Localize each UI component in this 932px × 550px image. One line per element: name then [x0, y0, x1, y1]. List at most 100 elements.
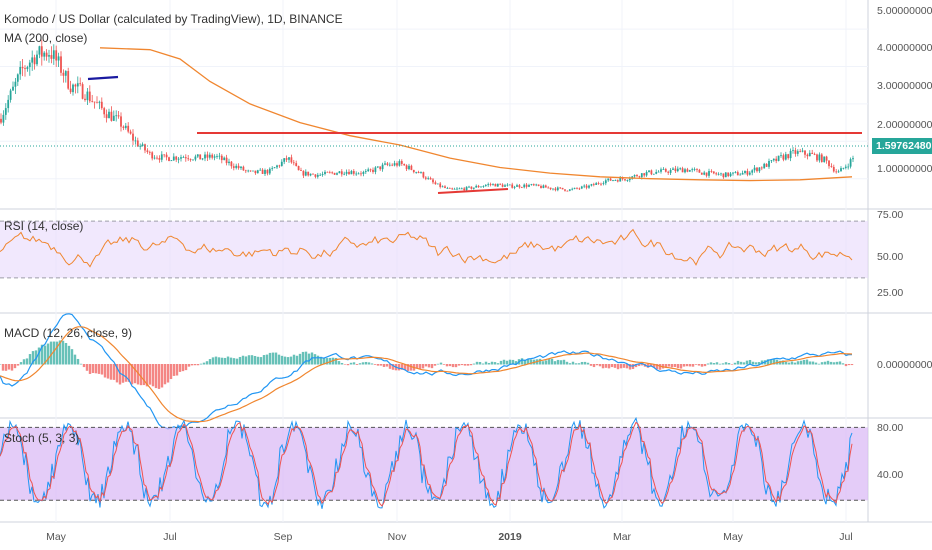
macd-histogram-bar [322, 358, 326, 365]
macd-histogram-bar [670, 364, 674, 368]
macd-histogram-bar [97, 364, 101, 374]
candle-body [648, 170, 650, 172]
price-pane[interactable] [0, 39, 868, 194]
candle-body [739, 174, 742, 176]
candle-body [741, 172, 744, 175]
candle-body [309, 173, 312, 176]
candle-body [681, 168, 684, 173]
candle-body [326, 171, 329, 173]
signal-line [0, 326, 853, 423]
macd-histogram-bar [127, 364, 131, 382]
candle-body [777, 155, 780, 161]
macd-histogram-bar [340, 362, 344, 365]
macd-histogram-bar [832, 362, 836, 365]
candle-body [616, 180, 619, 182]
candle-body [360, 173, 362, 175]
candle-body [453, 188, 456, 190]
candle-body [108, 111, 110, 119]
stoch-pane[interactable] [0, 416, 868, 509]
macd-histogram-bar [22, 359, 26, 365]
macd-histogram-bar [244, 356, 248, 365]
candle-body [847, 166, 850, 168]
macd-histogram-bar [391, 364, 395, 370]
macd-histogram-bar [157, 364, 161, 389]
macd-histogram-bar [448, 364, 452, 367]
macd-histogram-bar [445, 364, 449, 367]
macd-pane[interactable] [0, 313, 854, 430]
macd-histogram-bar [7, 364, 11, 370]
macd-histogram-bar [289, 356, 293, 365]
candle-body [168, 157, 170, 161]
candle-body [175, 156, 178, 160]
macd-histogram-bar [796, 361, 800, 365]
candle-body [619, 177, 622, 182]
candle-body [165, 154, 168, 158]
candle-body [465, 186, 468, 191]
candle-body [441, 186, 444, 188]
candle-body [122, 126, 125, 128]
candle-body [292, 162, 295, 164]
macd-histogram-bar [601, 364, 605, 369]
macd-histogram-bar [352, 362, 356, 365]
stoch-d-line [0, 421, 853, 507]
candle-body [724, 172, 727, 178]
candle-body [216, 156, 218, 157]
candle-body [26, 67, 29, 70]
macd-histogram-bar [10, 364, 14, 371]
macd-histogram-bar [781, 360, 785, 365]
macd-histogram-bar [472, 363, 476, 365]
candle-body [588, 185, 590, 188]
macd-histogram-bar [718, 363, 722, 365]
macd-histogram-bar [292, 354, 296, 365]
macd-histogram-bar [607, 364, 611, 369]
candle-body [751, 170, 754, 173]
candle-body [100, 101, 103, 109]
macd-histogram-bar [31, 351, 35, 365]
candle-body [547, 187, 550, 189]
macd-histogram-bar [712, 363, 716, 365]
candle-body [708, 171, 710, 176]
candle-body [276, 165, 278, 168]
candle-body [350, 171, 353, 175]
candle-body [417, 171, 420, 173]
macd-histogram-bar [187, 364, 191, 367]
candle-body [585, 185, 588, 188]
candle-body [693, 169, 696, 171]
macd-histogram-bar [496, 363, 500, 365]
candle-body [732, 172, 734, 174]
macd-histogram-bar [202, 362, 206, 365]
candle-body [76, 83, 79, 87]
candle-body [645, 171, 648, 176]
macd-histogram-bar [190, 364, 194, 366]
rsi-pane[interactable] [0, 220, 868, 279]
candle-body [259, 169, 262, 171]
candle-body [727, 172, 730, 177]
candle-body [218, 155, 221, 157]
candle-body [62, 72, 65, 76]
candle-body [518, 185, 521, 188]
time-axis-label: 2019 [498, 531, 522, 543]
macd-histogram-bar [847, 364, 851, 366]
macd-histogram-bar [604, 364, 608, 368]
candle-body [420, 172, 422, 173]
candle-body [564, 189, 566, 191]
candle-body [688, 170, 691, 172]
macd-histogram-bar [793, 362, 797, 365]
candle-body [201, 158, 204, 160]
macd-histogram-bar [325, 358, 329, 365]
macd-histogram-bar [286, 357, 290, 365]
candle-body [98, 101, 101, 103]
candle-body [96, 102, 98, 104]
macd-line [0, 313, 853, 430]
rsi-axis-label: 50.00 [877, 251, 903, 263]
macd-histogram-bar [136, 364, 140, 385]
candle-body [4, 108, 7, 115]
candle-body [180, 157, 182, 159]
macd-histogram-bar [592, 364, 596, 368]
macd-histogram-bar [148, 364, 152, 385]
candle-body [789, 150, 792, 159]
macd-histogram-bar [688, 364, 692, 367]
stoch-band [0, 427, 868, 501]
macd-histogram-bar [241, 355, 245, 365]
